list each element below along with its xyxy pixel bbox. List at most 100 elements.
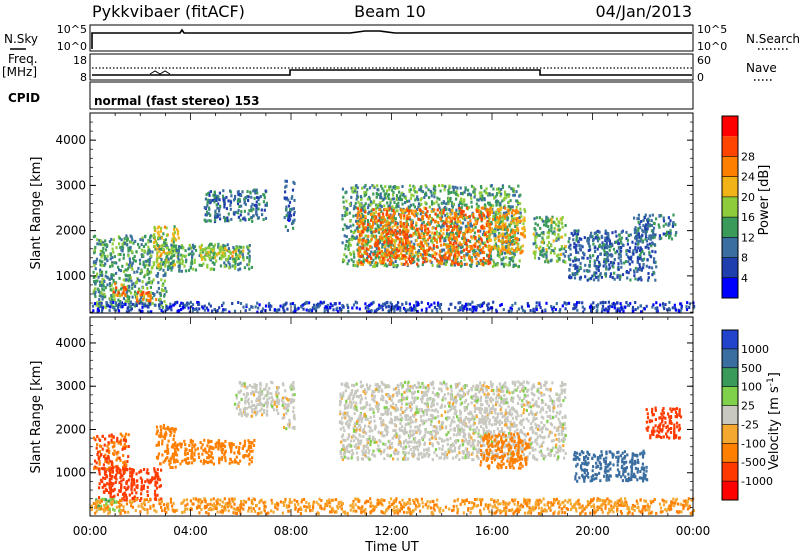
power-cell [178,304,182,308]
power-cell [555,238,558,242]
power-cell [461,192,464,196]
power-cell [243,266,246,270]
power-cell [414,209,417,213]
power-cell [569,263,572,267]
power-cell [675,231,678,234]
power-cell [372,223,375,227]
power-cell [499,214,502,218]
power-cell [124,242,128,246]
power-cell [637,277,641,281]
power-cell [560,245,563,248]
power-cell [395,209,398,213]
power-cell [532,251,535,255]
power-cell [559,308,562,312]
power-cell [396,232,399,236]
power-cell [605,246,609,250]
freq-label-1: Freq. [8,52,38,66]
power-cell [648,219,651,223]
power-cell [542,232,545,236]
power-cell [141,236,144,240]
power-cell [164,252,167,255]
power-cell [92,235,95,239]
power-cell [512,189,515,193]
power-cell [363,219,366,223]
power-cell [150,270,153,274]
power-cell [447,228,450,231]
power-cell [239,218,242,222]
power-cell [515,248,518,251]
power-cell [115,271,118,275]
power-cell [120,302,123,306]
power-cell [495,202,498,206]
power-cell [222,301,225,305]
power-cell [657,223,660,227]
power-cell [196,310,199,314]
power-cell [375,195,378,199]
power-cell [233,266,237,270]
power-cell [494,212,497,216]
power-cell [344,191,347,195]
power-cell [625,249,628,253]
power-cell [338,301,341,305]
power-cell [417,264,420,268]
power-cell [633,274,636,278]
power-cell [401,302,404,306]
power-cell [477,207,480,211]
power-cell [356,264,359,268]
power-cell [450,221,453,225]
power-cell [410,209,413,213]
power-cell [96,238,99,242]
power-cell [452,233,455,237]
power-cell [350,195,353,199]
power-cell [380,227,383,231]
power-cell [564,307,567,311]
power-cell [535,304,538,308]
power-cell [187,302,190,306]
power-cell [662,232,665,236]
power-cell [499,227,503,231]
power-cell [112,238,115,242]
power-cell [641,239,645,243]
power-cell [504,235,507,239]
power-cell [156,247,159,251]
power-cell [551,307,554,311]
power-cell [634,246,637,249]
power-cell [119,269,122,273]
power-cell [229,251,232,255]
power-cell [421,217,425,221]
velocity-cell [101,447,104,451]
power-cell [204,258,207,262]
power-cell [639,249,642,252]
power-cell [550,305,553,308]
power-cell [486,222,490,226]
power-cell [499,208,502,211]
power-cell [448,186,451,190]
power-cell [636,217,639,221]
power-cell [617,256,620,260]
power-cell [470,196,473,200]
power-cell [358,236,361,240]
power-cell [106,276,109,280]
velocity-cell [123,442,126,446]
power-cell [233,212,236,216]
power-cell [597,303,600,307]
power-cell [609,272,613,276]
power-cell [552,249,555,253]
power-cell [98,294,101,298]
power-cell [191,309,194,313]
power-cell [354,264,357,267]
nsearch-label: N.Search [746,32,800,46]
power-cell [178,260,181,264]
power-cell [455,255,458,259]
colorbar-frame [721,115,739,299]
power-cell [457,250,460,254]
power-cell [124,285,127,289]
power-cell [363,207,366,211]
power-cell [101,287,104,291]
power-cell [569,253,572,257]
power-cell [258,303,261,307]
power-cell [257,207,260,211]
power-cell [468,228,471,232]
power-cell [644,223,648,227]
power-cell [646,227,649,231]
